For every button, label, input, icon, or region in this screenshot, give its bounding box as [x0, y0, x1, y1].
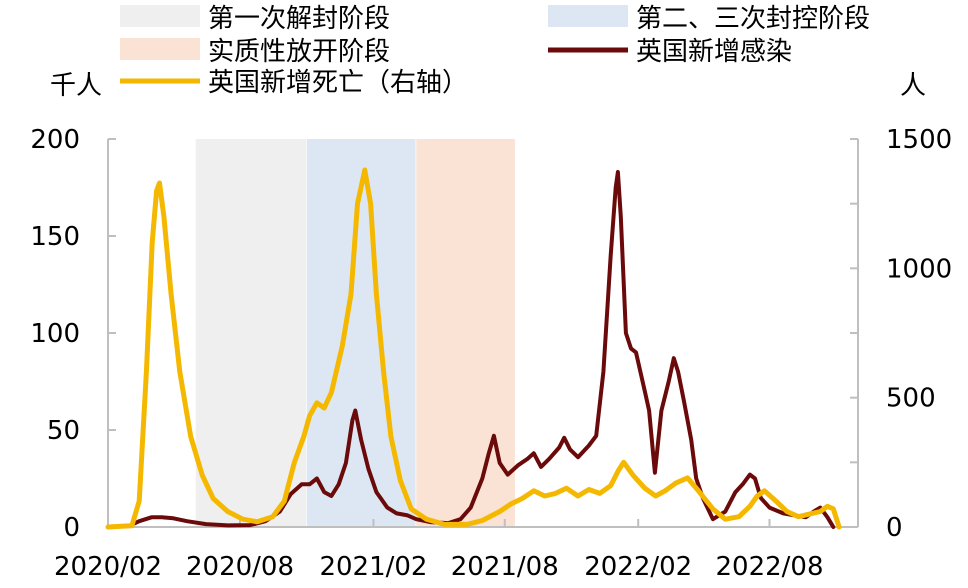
series-lines	[105, 167, 842, 530]
x-tick-label: 2022/08	[716, 552, 824, 582]
left-tick-label: 50	[47, 416, 80, 446]
legend-label-5: 英国新增死亡（右轴）	[208, 68, 468, 98]
x-tick-label: 2022/02	[584, 552, 692, 582]
period-bands	[195, 139, 515, 527]
legend-label-1: 第一次解封阶段	[208, 4, 390, 34]
legend-label-4: 英国新增感染	[636, 37, 792, 67]
right-tick-label: 1000	[886, 254, 952, 284]
legend-label-3: 实质性放开阶段	[208, 37, 390, 67]
right-tick-label: 0	[886, 513, 903, 543]
legend-swatch-1	[120, 5, 200, 27]
x-tick-label: 2021/02	[319, 552, 427, 582]
legend-swatch-2	[548, 5, 628, 27]
right-tick-label: 500	[886, 384, 936, 414]
period-band-3	[416, 139, 515, 527]
left-tick-label: 0	[63, 513, 80, 543]
x-tick-label: 2020/08	[186, 552, 294, 582]
right-axis-unit: 人	[900, 71, 926, 101]
left-tick-label: 100	[30, 319, 80, 349]
series-line-2	[105, 167, 842, 530]
axis-ticks: 0 50 100 150 200 0 500 1000 1500 2020/02 2020/08 20…	[30, 125, 952, 582]
left-tick-label: 200	[30, 125, 80, 155]
period-band-1	[195, 139, 307, 527]
series-line-1	[106, 170, 836, 529]
x-tick-label: 2021/08	[451, 552, 559, 582]
left-tick-label: 150	[30, 222, 80, 252]
right-tick-label: 1500	[886, 125, 952, 155]
legend-label-2: 第二、三次封控阶段	[636, 4, 870, 34]
legend-swatch-3	[120, 38, 200, 60]
left-axis-unit: 千人	[50, 71, 102, 101]
x-tick-label: 2020/02	[54, 552, 162, 582]
